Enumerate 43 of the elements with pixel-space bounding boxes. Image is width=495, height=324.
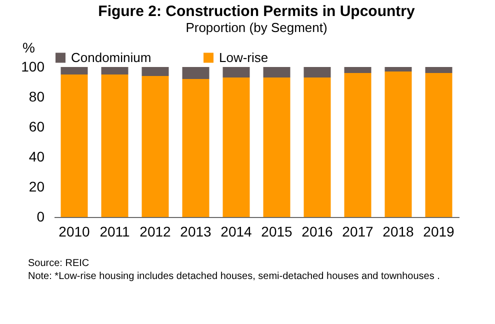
y-tick-label: 40	[28, 148, 45, 164]
bar	[425, 67, 452, 73]
bar	[344, 73, 372, 217]
bar	[384, 67, 412, 72]
x-tick-label: 2015	[261, 224, 293, 240]
y-axis-title: %	[22, 40, 35, 56]
bar	[60, 74, 88, 217]
bar	[142, 76, 169, 217]
bar	[263, 67, 290, 78]
y-tick-label: 0	[36, 208, 45, 224]
bar	[263, 78, 290, 217]
x-tick-label: 2017	[342, 224, 374, 240]
chart-title: Figure 2: Construction Permits in Upcountry	[98, 3, 416, 20]
bar	[222, 78, 250, 217]
bar	[222, 67, 250, 78]
x-tick-label: 2018	[382, 224, 414, 240]
bar	[384, 72, 412, 217]
x-tick-label: 2013	[180, 224, 212, 240]
bar	[101, 74, 128, 217]
x-tick-label: 2012	[140, 224, 172, 240]
y-tick-label: 20	[28, 178, 45, 194]
bar	[60, 67, 88, 74]
x-tick-label: 2016	[302, 224, 334, 240]
bar	[425, 73, 452, 217]
y-tick-label: 60	[28, 118, 45, 134]
x-tick-label: 2010	[58, 224, 90, 240]
bar	[304, 78, 331, 217]
text: Note: *Low-rise housing includes detached houses, semi-detached houses and townhouses .	[28, 270, 441, 283]
bar	[344, 67, 372, 73]
y-tick-label: 100	[21, 58, 45, 74]
bar	[182, 67, 210, 79]
legend-label: Low-rise	[219, 50, 268, 65]
x-tick-label: 2019	[423, 224, 455, 240]
bar	[304, 67, 331, 78]
bar	[142, 67, 169, 76]
bar	[101, 67, 128, 74]
source-note: Source: REIC	[28, 257, 90, 270]
chart-subtitle: Proportion (by Segment)	[186, 20, 328, 35]
x-tick-label: 2014	[220, 224, 252, 240]
x-tick-label: 2011	[100, 224, 130, 240]
legend-label: Condominium	[71, 50, 152, 65]
bar	[182, 79, 210, 217]
y-tick-label: 80	[28, 88, 45, 104]
